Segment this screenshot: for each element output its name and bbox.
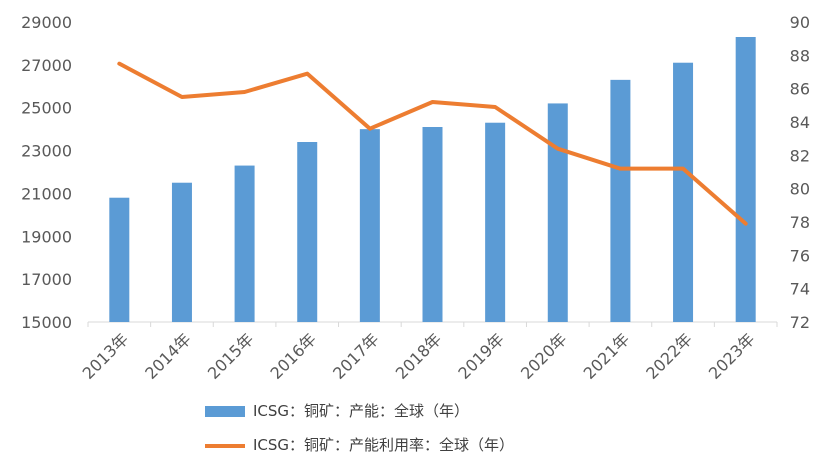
- x-tick-label: 2018年: [392, 329, 446, 383]
- x-tick-label: 2020年: [517, 329, 571, 383]
- line-point: [306, 73, 308, 75]
- line-point: [244, 91, 246, 93]
- line-point: [432, 101, 433, 103]
- left-axis-ticks: 15000 17000 19000 21000 23000 25000 27000 29000: [21, 13, 72, 332]
- bar: [610, 79, 631, 322]
- legend-label-capacity: ICSG：铜矿：产能：全球（年）: [253, 402, 470, 420]
- bar: [422, 127, 443, 322]
- line-point: [494, 106, 496, 108]
- left-tick-label: 27000: [21, 56, 72, 75]
- x-tick-label: 2021年: [580, 329, 634, 383]
- line-series: [117, 61, 748, 226]
- right-tick-label: 78: [790, 213, 810, 232]
- line-point: [118, 63, 120, 65]
- right-tick-label: 72: [790, 313, 810, 332]
- right-axis-ticks: 72 74 76 78 80 82 84 86 88 90: [790, 13, 810, 332]
- line-point: [369, 128, 371, 130]
- bar: [673, 62, 694, 322]
- x-tick-label: 2013年: [79, 329, 133, 383]
- bar: [234, 165, 255, 322]
- x-tick-label: 2017年: [329, 329, 383, 383]
- right-tick-label: 80: [790, 180, 810, 199]
- left-tick-label: 29000: [21, 13, 72, 32]
- left-tick-label: 23000: [21, 142, 72, 161]
- bar: [547, 103, 568, 322]
- x-axis-ticks: 2013年 2014年 2015年 2016年 2017年 2018年 2019年 2020年…: [79, 322, 778, 383]
- bar: [109, 197, 130, 322]
- right-tick-label: 76: [790, 246, 810, 265]
- line-point: [745, 223, 747, 225]
- right-tick-label: 74: [790, 280, 810, 299]
- bar-series: [109, 37, 756, 322]
- left-tick-label: 19000: [21, 227, 72, 246]
- legend-item-utilization: ICSG：铜矿：产能利用率：全球（年）: [205, 434, 514, 455]
- bar: [171, 182, 192, 322]
- legend-swatch-bar: [205, 406, 245, 417]
- x-tick-label: 2022年: [642, 329, 696, 383]
- right-tick-label: 82: [790, 146, 810, 165]
- x-tick-label: 2019年: [454, 329, 508, 383]
- right-tick-label: 90: [790, 13, 810, 32]
- legend-swatch-line: [205, 443, 245, 448]
- left-tick-label: 25000: [21, 99, 72, 118]
- x-tick-label: 2016年: [267, 329, 321, 383]
- bar: [735, 37, 756, 322]
- line-point: [619, 168, 621, 170]
- right-tick-label: 88: [790, 46, 810, 65]
- bar: [485, 122, 506, 322]
- legend-label-utilization: ICSG：铜矿：产能利用率：全球（年）: [253, 436, 515, 454]
- x-tick-label: 2014年: [141, 329, 195, 383]
- left-tick-label: 15000: [21, 313, 72, 332]
- bar: [359, 129, 380, 322]
- line-point: [557, 148, 559, 150]
- x-tick-label: 2023年: [705, 329, 759, 383]
- x-tick-label: 2015年: [204, 329, 258, 383]
- line-point: [682, 168, 684, 170]
- right-tick-label: 84: [790, 113, 810, 132]
- line-point: [181, 96, 183, 98]
- bar: [297, 142, 318, 322]
- left-tick-label: 21000: [21, 184, 72, 203]
- left-tick-label: 17000: [21, 270, 72, 289]
- legend-item-capacity: ICSG：铜矿：产能：全球（年）: [205, 400, 469, 421]
- right-tick-label: 86: [790, 80, 810, 99]
